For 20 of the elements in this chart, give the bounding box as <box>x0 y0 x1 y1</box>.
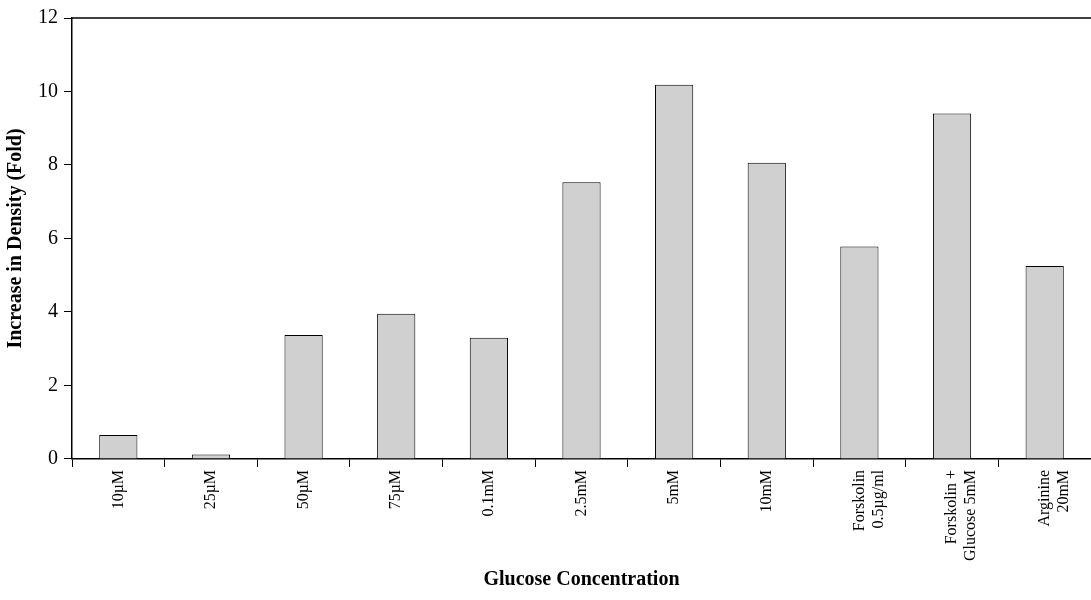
y-tick-label: 4 <box>48 299 58 322</box>
x-tick-label: Forskolin 0.5µg/ml <box>849 469 887 532</box>
x-tick-label: Forskolin + Glucose 5mM <box>942 469 979 562</box>
y-tick-label: 8 <box>48 152 58 175</box>
y-tick-label: 10 <box>38 78 58 101</box>
x-tick-label: 10µM <box>108 469 127 510</box>
x-tick-label: 50µM <box>293 469 312 510</box>
x-tick-label: 10mM <box>756 469 774 513</box>
x-tick-label: 2.5mM <box>571 469 589 517</box>
x-tick-label: 0.1mM <box>479 469 497 517</box>
x-tick-label: 75µM <box>386 469 405 510</box>
y-tick-label: 12 <box>38 5 58 28</box>
x-tick-label: 5mM <box>664 469 682 505</box>
y-tick-label: 2 <box>48 372 58 395</box>
x-tick-label: Arginine 20mM <box>1034 469 1072 527</box>
y-axis-title: Increase in Density (Fold) <box>3 128 27 349</box>
x-axis-title: Glucose Concentration <box>483 567 680 590</box>
y-tick-label: 0 <box>48 446 58 469</box>
y-tick-label: 6 <box>48 225 58 248</box>
x-tick-label: 25µM <box>201 469 220 510</box>
